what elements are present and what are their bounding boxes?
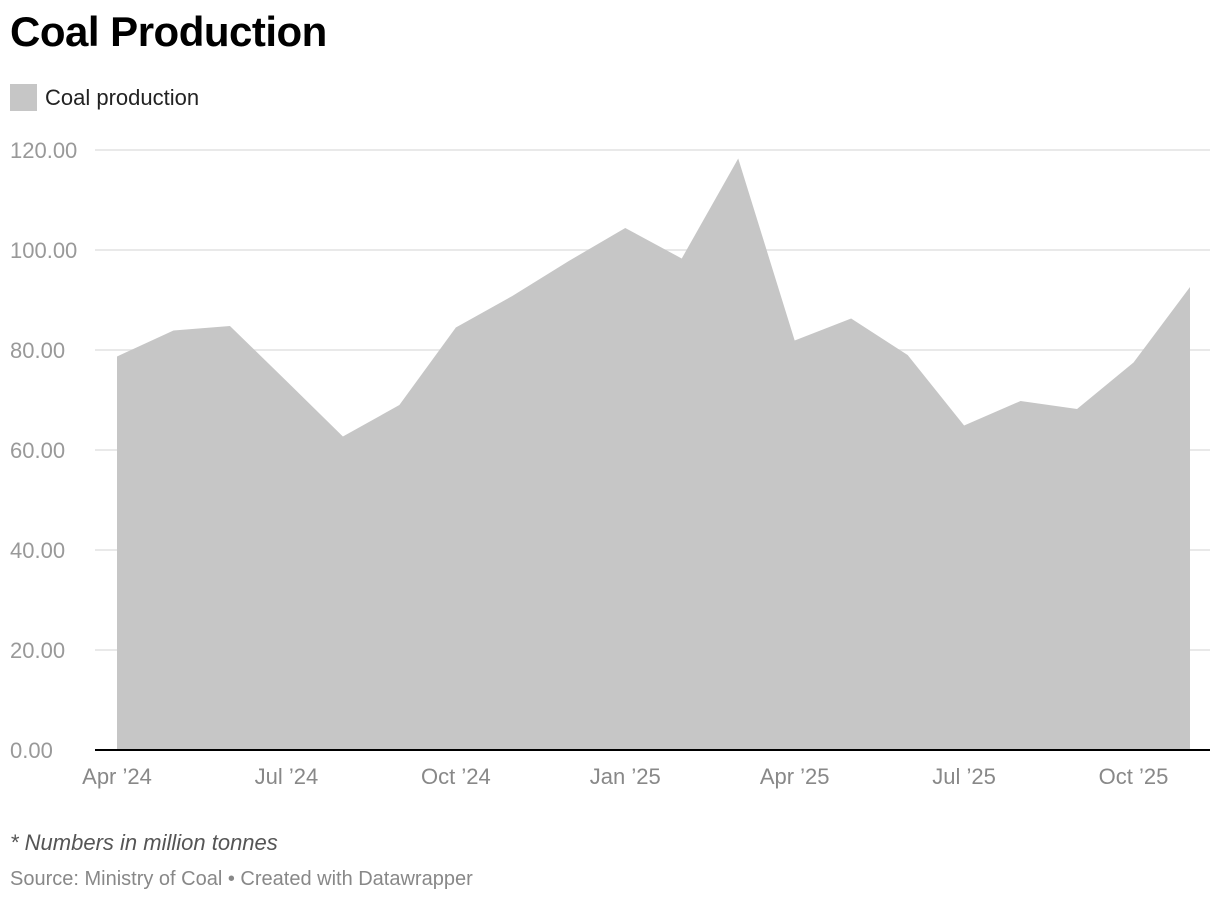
area-series-coal-production (117, 158, 1190, 750)
chart-area: 0.00 20.00 40.00 60.00 80.00 100.00 120.00 Apr … (10, 138, 1210, 789)
data-point (851, 318, 852, 319)
data-point (1133, 362, 1134, 363)
x-tick-label: Apr ’25 (760, 764, 830, 789)
data-point (342, 436, 343, 437)
chart-title: Coal Production (10, 8, 327, 55)
x-tick-label: Apr ’24 (82, 764, 152, 789)
source-line: Source: Ministry of Coal • Created with … (10, 868, 473, 890)
y-tick-label: 0.00 (10, 738, 53, 763)
x-tick-label: Oct ’24 (421, 764, 491, 789)
data-point (512, 296, 513, 297)
footnote: * Numbers in million tonnes (10, 830, 278, 855)
data-point (455, 327, 456, 328)
data-point (229, 326, 230, 327)
y-tick-label: 120.00 (10, 138, 77, 163)
data-point (399, 405, 400, 406)
data-point (1077, 409, 1078, 410)
legend: Coal production (10, 84, 199, 111)
y-tick-label: 80.00 (10, 338, 65, 363)
legend-swatch (10, 84, 37, 111)
data-point (907, 355, 908, 356)
data-point (1020, 401, 1021, 402)
data-point (117, 356, 118, 357)
y-tick-label: 20.00 (10, 638, 65, 663)
data-point (738, 158, 739, 159)
y-tick-label: 100.00 (10, 238, 77, 263)
data-point (964, 425, 965, 426)
x-tick-label: Jul ’25 (932, 764, 996, 789)
data-point (173, 330, 174, 331)
data-point (568, 261, 569, 262)
y-tick-label: 60.00 (10, 438, 65, 463)
legend-label: Coal production (45, 84, 200, 110)
x-tick-label: Jul ’24 (255, 764, 319, 789)
data-point (794, 340, 795, 341)
x-tick-label: Jan ’25 (590, 764, 661, 789)
y-tick-label: 40.00 (10, 538, 65, 563)
data-point (286, 381, 287, 382)
data-point (625, 228, 626, 229)
x-tick-label: Oct ’25 (1099, 764, 1169, 789)
data-point (681, 258, 682, 259)
data-point (1190, 287, 1191, 288)
